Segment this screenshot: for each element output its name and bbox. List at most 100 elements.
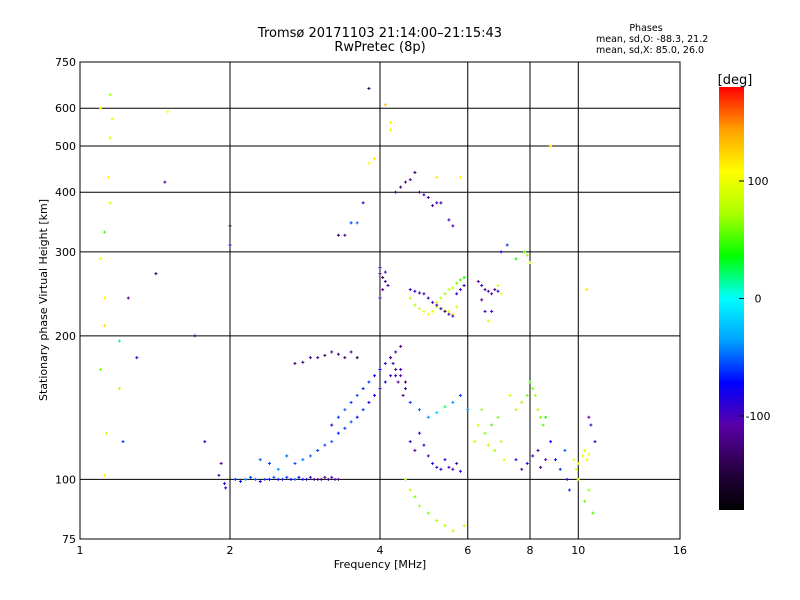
data-point xyxy=(403,387,407,391)
x-tick-label: 16 xyxy=(673,544,687,557)
data-point xyxy=(451,529,455,533)
data-point xyxy=(106,175,110,179)
data-point xyxy=(451,400,455,404)
data-point xyxy=(267,461,271,465)
y-axis-label: Stationary phase Virtual Height [km] xyxy=(37,199,50,401)
data-point xyxy=(103,324,107,328)
data-point xyxy=(239,479,243,483)
data-point xyxy=(99,106,103,110)
data-point xyxy=(323,475,327,479)
data-point xyxy=(417,190,421,194)
data-point xyxy=(447,309,451,313)
data-point xyxy=(272,475,276,479)
data-point xyxy=(431,300,435,304)
data-point xyxy=(435,465,439,469)
chart-title-block: Tromsø 20171103 21:14:00–21:15:43 RwPret… xyxy=(230,27,530,55)
data-point xyxy=(293,361,297,365)
data-point xyxy=(443,405,447,409)
data-point xyxy=(326,477,330,481)
data-point xyxy=(330,440,334,444)
chart-title: Tromsø 20171103 21:14:00–21:15:43 xyxy=(257,26,503,41)
data-point xyxy=(343,356,347,360)
y-tick-label: 300 xyxy=(55,246,76,259)
data-point xyxy=(585,458,589,462)
data-point xyxy=(539,415,543,419)
data-point xyxy=(367,380,371,384)
data-point xyxy=(435,201,439,205)
data-point xyxy=(258,458,262,462)
data-point xyxy=(443,292,447,296)
data-point xyxy=(520,467,524,471)
data-point xyxy=(224,486,228,490)
data-point xyxy=(451,286,455,290)
data-point xyxy=(312,477,316,481)
colorbar: [deg] -100 0 100 xyxy=(718,73,770,510)
data-point xyxy=(531,454,535,458)
data-point xyxy=(163,180,167,184)
data-point xyxy=(403,477,407,481)
data-point xyxy=(585,288,589,292)
data-point xyxy=(426,415,430,419)
data-point xyxy=(389,128,393,132)
data-point xyxy=(458,288,462,292)
data-point xyxy=(431,204,435,208)
data-point xyxy=(435,303,439,307)
data-point xyxy=(233,477,237,481)
y-tick-label: 600 xyxy=(55,102,76,115)
data-point xyxy=(378,266,382,270)
data-point xyxy=(591,511,595,515)
data-point xyxy=(316,448,320,452)
data-point xyxy=(281,477,285,481)
data-point xyxy=(330,475,334,479)
data-point xyxy=(308,475,312,479)
data-point xyxy=(447,465,451,469)
data-point xyxy=(301,458,305,462)
data-point xyxy=(462,524,466,528)
data-point xyxy=(373,393,377,397)
x-tick-label: 6 xyxy=(464,544,471,557)
data-point xyxy=(367,86,371,90)
data-point xyxy=(583,448,587,452)
data-point xyxy=(486,319,490,323)
data-point xyxy=(103,230,107,234)
data-point xyxy=(219,461,223,465)
data-point xyxy=(396,380,400,384)
data-point xyxy=(455,281,459,285)
data-point xyxy=(528,260,532,264)
data-point xyxy=(426,296,430,300)
data-point xyxy=(166,110,170,114)
data-point xyxy=(447,288,451,292)
data-point xyxy=(587,415,591,419)
data-point xyxy=(389,374,393,378)
data-point xyxy=(426,454,430,458)
y-tick-label: 750 xyxy=(55,56,76,69)
data-point xyxy=(583,499,587,503)
data-point xyxy=(308,356,312,360)
data-point xyxy=(389,356,393,360)
colorbar-tick-label: 0 xyxy=(755,293,762,306)
data-point xyxy=(103,473,107,477)
data-point xyxy=(408,400,412,404)
data-point xyxy=(435,519,439,523)
colorbar-label: [deg] xyxy=(718,73,753,88)
data-point xyxy=(431,309,435,313)
data-point xyxy=(361,387,365,391)
data-point xyxy=(336,233,340,237)
data-point xyxy=(520,400,524,404)
data-point xyxy=(413,289,417,293)
data-point xyxy=(458,278,462,282)
data-point xyxy=(403,380,407,384)
data-point xyxy=(422,292,426,296)
data-point xyxy=(373,374,377,378)
data-point xyxy=(117,339,121,343)
data-point xyxy=(574,467,578,471)
data-point xyxy=(528,380,532,384)
data-point xyxy=(217,473,221,477)
data-point xyxy=(323,443,327,447)
data-point xyxy=(203,440,207,444)
data-point xyxy=(394,367,398,371)
data-point xyxy=(544,458,548,462)
data-point xyxy=(413,170,417,174)
data-point xyxy=(514,257,518,261)
data-point xyxy=(558,467,562,471)
